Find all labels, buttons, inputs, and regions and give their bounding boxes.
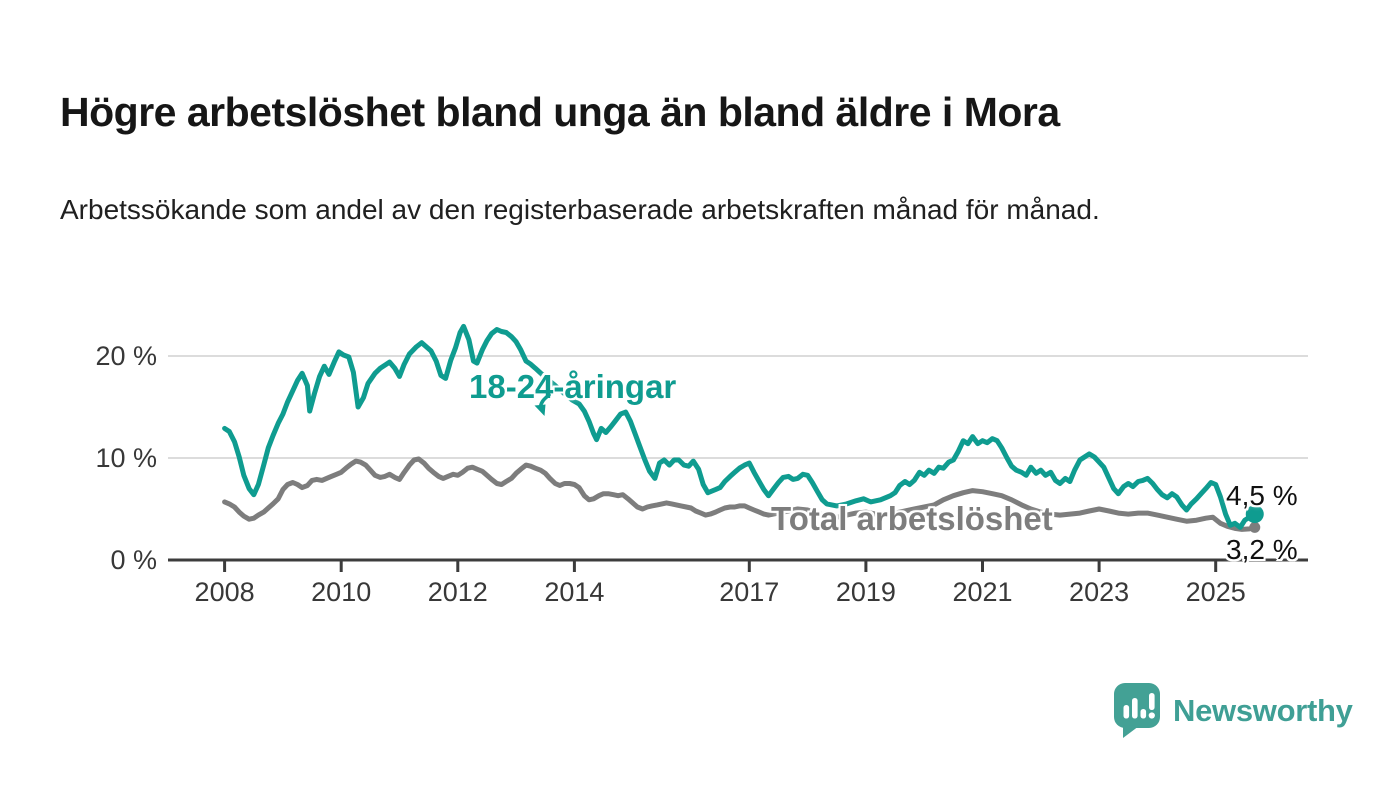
x-tick-label: 2010 [311,577,371,607]
x-tick-label: 2021 [952,577,1012,607]
series-label-total: Total arbetslöshet [771,500,1053,537]
end-value-label-youth: 4,5 % [1226,480,1298,511]
chart-subtitle: Arbetssökande som andel av den registerb… [60,194,1100,225]
series-line-youth [222,323,1258,530]
series-line-total [222,456,1258,532]
curved-arrow-icon [528,392,556,425]
x-tick-label: 2025 [1186,577,1246,607]
y-tick-label: 20 % [95,341,157,371]
y-tick-label: 10 % [95,443,157,473]
y-tick-label: 0 % [110,545,157,575]
newsworthy-logo: Newsworthy [1113,682,1353,739]
x-tick-label: 2019 [836,577,896,607]
end-value-label-total: 3,2 % [1226,534,1298,565]
series-label-youth: 18-24-åringar [469,368,677,405]
x-tick-label: 2008 [195,577,255,607]
page-title: Högre arbetslöshet bland unga än bland ä… [60,89,1060,136]
x-tick-label: 2014 [544,577,604,607]
newsworthy-logo-icon [1114,683,1160,738]
series-end-dot [1249,521,1261,533]
series-end-dot [1245,505,1264,524]
x-tick-label: 2012 [428,577,488,607]
x-tick-label: 2017 [719,577,779,607]
x-tick-label: 2023 [1069,577,1129,607]
brand-name: Newsworthy [1173,692,1353,728]
